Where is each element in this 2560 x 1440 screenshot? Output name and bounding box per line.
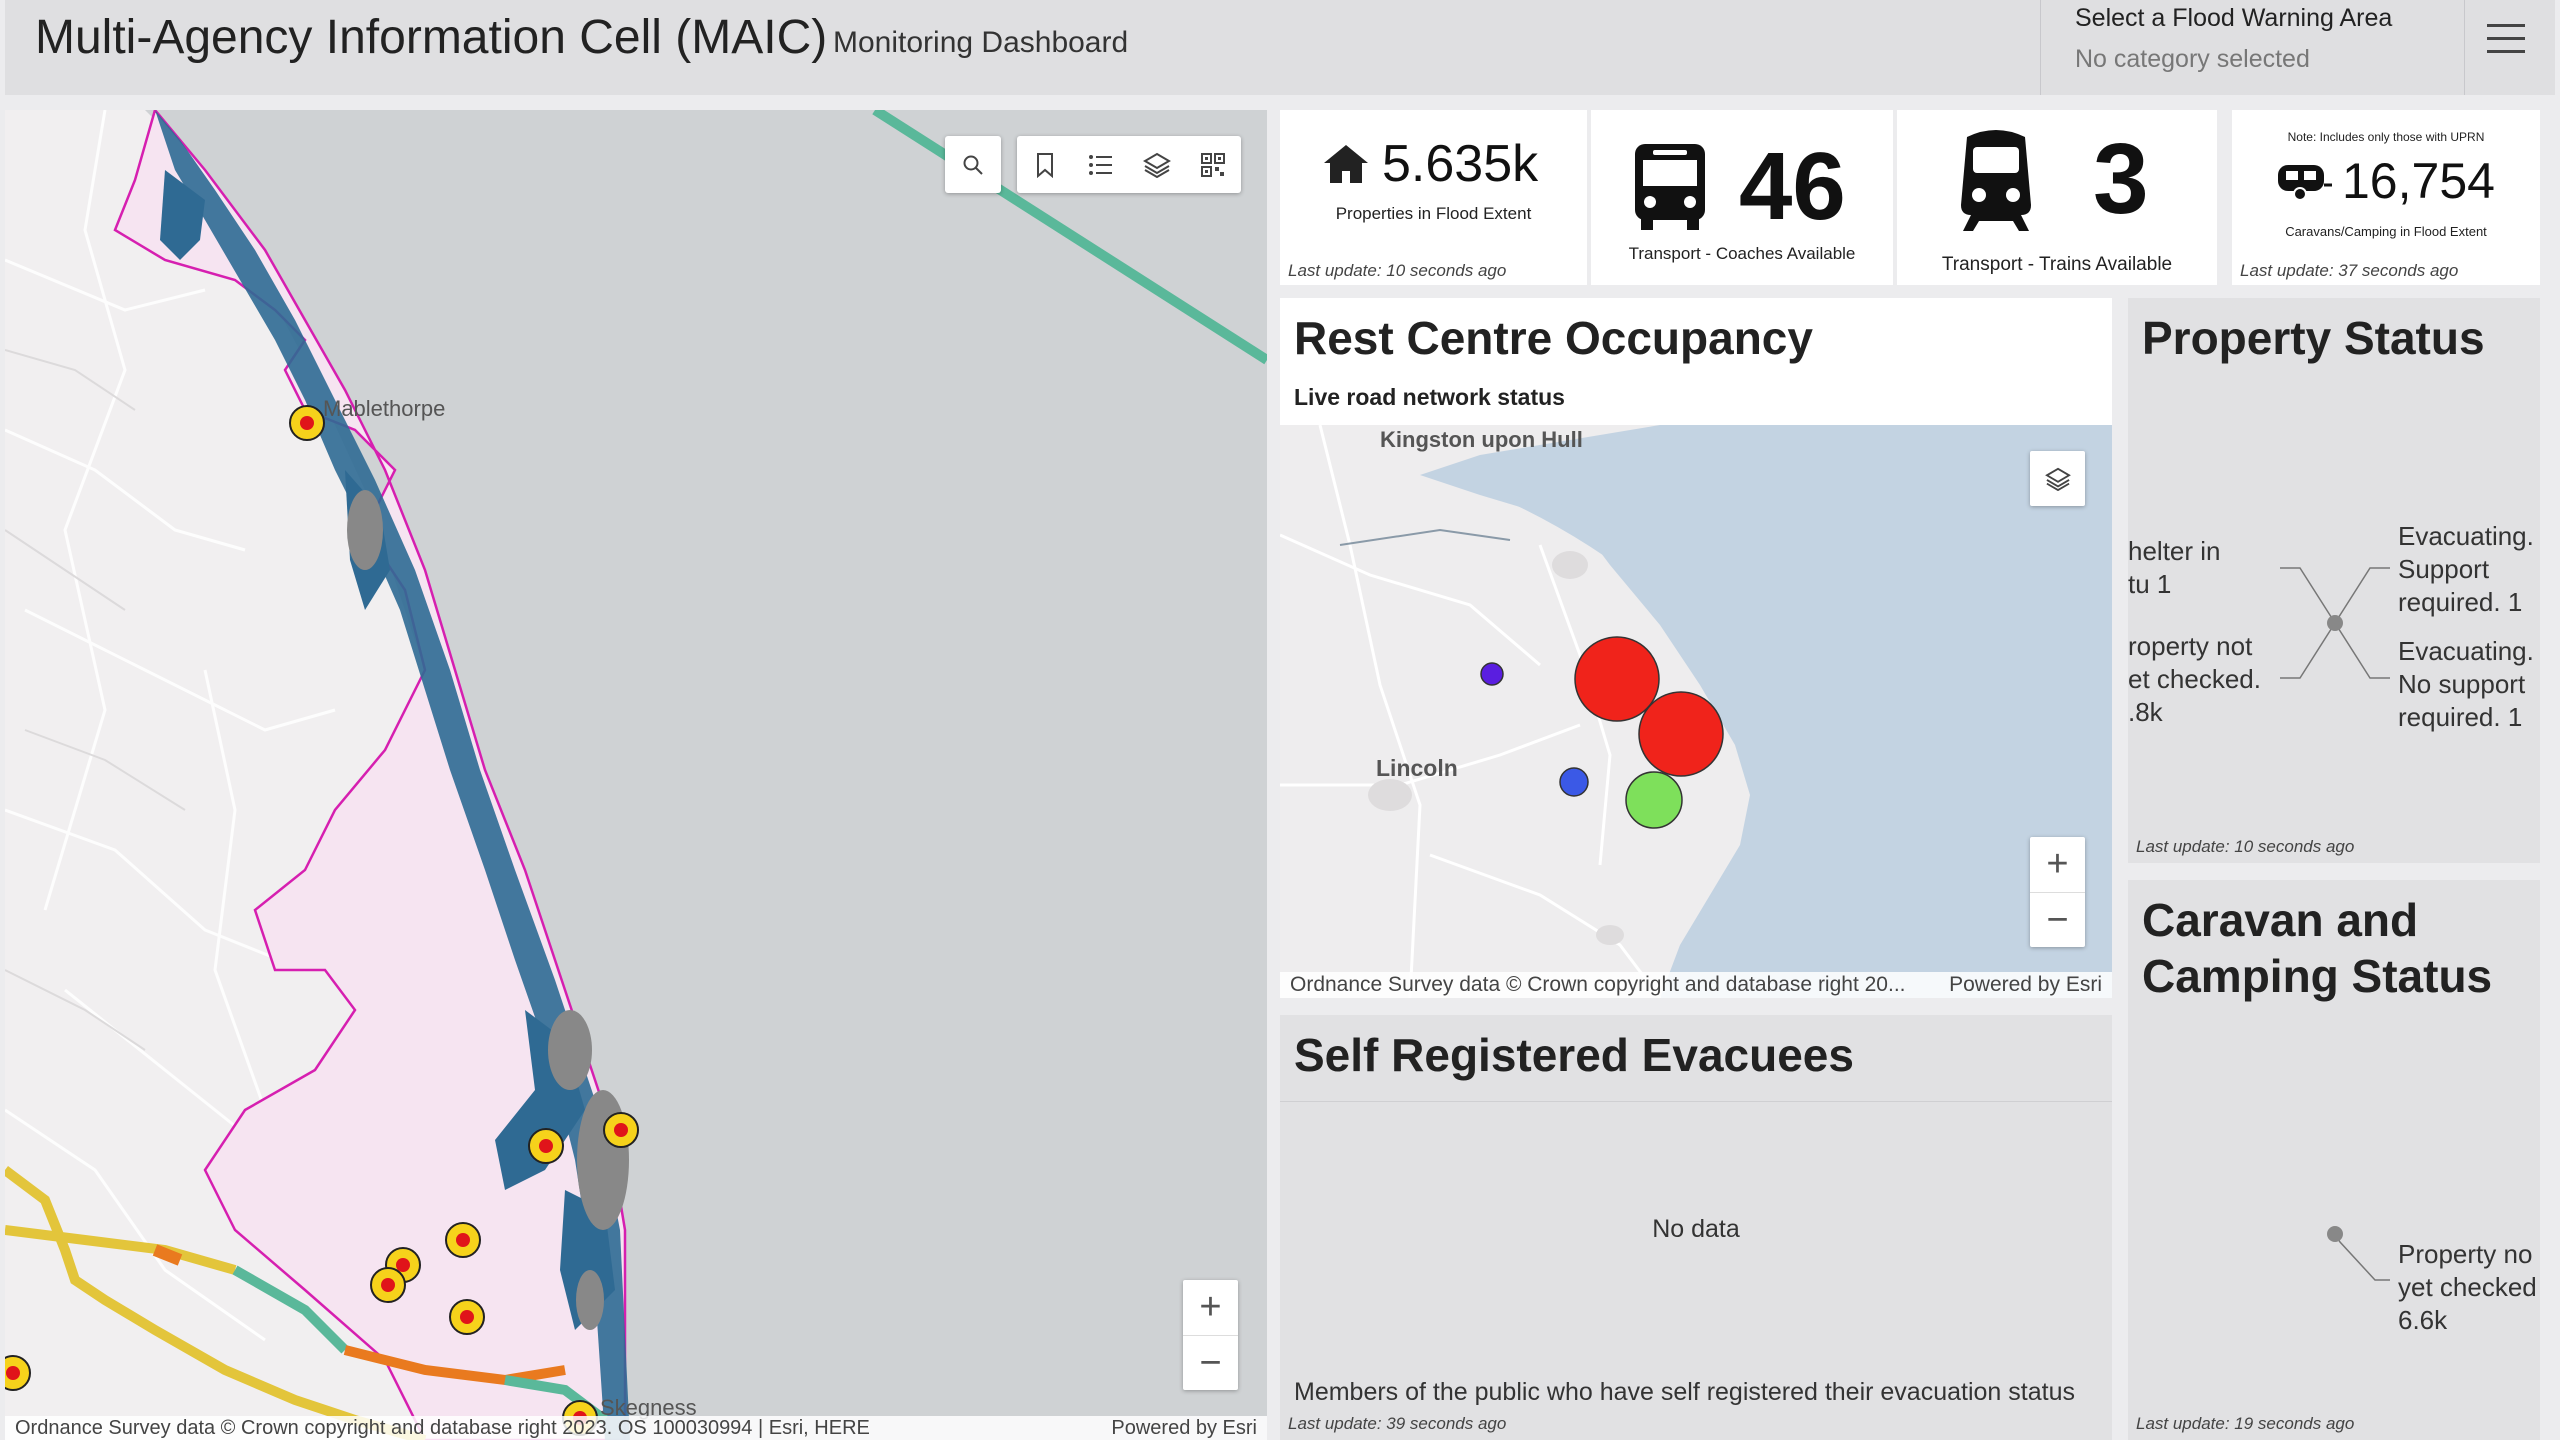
main-map-canvas	[5, 110, 1267, 1440]
map-label-skegness: Skegness	[600, 1395, 697, 1420]
flood-warning-area-selector[interactable]: Select a Flood Warning Area No category …	[2040, 0, 2465, 95]
indicator-trains: 3 Transport - Trains Available	[1897, 110, 2217, 285]
caravans-caption: Caravans/Camping in Flood Extent	[2285, 224, 2487, 239]
trains-caption: Transport - Trains Available	[1941, 254, 2173, 275]
rest-centre-markers	[1480, 636, 1724, 829]
property-status-title: Property Status	[2142, 312, 2485, 364]
caravan-icon	[2278, 165, 2332, 201]
bus-icon	[1635, 144, 1705, 230]
app-header: Multi-Agency Information Cell (MAIC) Mon…	[5, 0, 2555, 95]
caravan-status-title: Caravan and Camping Status	[2142, 894, 2493, 1003]
powered-by-esri[interactable]: Powered by Esri	[1949, 973, 2102, 996]
caravan-status-panel: Caravan and Camping Status Property no y…	[2128, 880, 2540, 1440]
layers-icon[interactable]	[1129, 136, 1185, 193]
bookmark-icon[interactable]	[1017, 136, 1073, 193]
coaches-caption: Transport - Coaches Available	[1628, 244, 1856, 263]
caravans-note: Note: Includes only those with UPRN	[2287, 130, 2485, 144]
rest-centre-marker[interactable]	[1559, 767, 1589, 797]
rest-centre-map-attribution: Ordnance Survey data © Crown copyright a…	[1280, 972, 2112, 998]
attribution-text: Ordnance Survey data © Crown copyright a…	[1290, 973, 1906, 996]
rest-centre-map-canvas	[1280, 425, 2112, 998]
main-map[interactable]: Mablethorpe Skegness + − Ordnance Survey…	[5, 110, 1267, 1440]
hamburger-menu-icon[interactable]	[2487, 24, 2525, 54]
zoom-out-button[interactable]: −	[2030, 892, 2085, 947]
rest-centre-marker[interactable]	[1574, 636, 1660, 722]
self-registered-title: Self Registered Evacuees	[1294, 1029, 1854, 1081]
layers-icon[interactable]	[2030, 451, 2085, 506]
self-registered-description: Members of the public who have self regi…	[1294, 1378, 2075, 1406]
main-map-attribution: Ordnance Survey data © Crown copyright a…	[5, 1416, 1267, 1440]
caravan-status-pie[interactable]	[2327, 1226, 2343, 1242]
pie-label-shelter-in-situ: helter in tu 1	[2128, 536, 2221, 599]
indicator-coaches: 46 Transport - Coaches Available	[1591, 110, 1893, 285]
self-registered-last-update: Last update: 39 seconds ago	[1288, 1414, 1507, 1433]
properties-value: 5.635k	[1382, 135, 1539, 193]
rest-centre-map[interactable]: Kingston upon Hull Lincoln + − Ordnance …	[1280, 425, 2112, 998]
self-registered-panel: Self Registered Evacuees No data Members…	[1280, 1015, 2112, 1440]
caravan-status-last-update: Last update: 19 seconds ago	[2136, 1414, 2355, 1433]
trains-value: 3	[2093, 123, 2149, 235]
indicator-caravans: Note: Includes only those with UPRN 16,7…	[2232, 110, 2540, 285]
rest-centre-title: Rest Centre Occupancy	[1294, 312, 1813, 364]
pie-label-caravan-not-yet-checked: Property no yet checked 6.6k	[2398, 1239, 2537, 1335]
main-map-zoom-controls: + −	[1183, 1280, 1238, 1390]
pie-label-evacuating-support-required: Evacuating. Support required. 1	[2398, 521, 2534, 617]
coaches-value: 46	[1739, 133, 1846, 240]
area-selector-value: No category selected	[2075, 45, 2310, 73]
property-status-last-update: Last update: 10 seconds ago	[2136, 837, 2355, 856]
rest-centre-zoom-controls: + −	[2030, 837, 2085, 947]
zoom-in-button[interactable]: +	[2046, 843, 2069, 885]
attribution-text: Ordnance Survey data © Crown copyright a…	[15, 1417, 870, 1439]
caravans-value: 16,754	[2342, 153, 2495, 209]
map-label-hull: Kingston upon Hull	[1380, 427, 1583, 452]
search-icon[interactable]	[945, 136, 1001, 193]
no-data-message: No data	[1652, 1215, 1740, 1243]
area-selector-label: Select a Flood Warning Area	[2075, 4, 2393, 32]
properties-caption: Properties in Flood Extent	[1335, 204, 1532, 223]
panel-divider	[1280, 1101, 2112, 1102]
rest-centre-marker[interactable]	[1625, 771, 1683, 829]
pie-label-property-not-yet-checked: roperty not et checked. .8k	[2128, 631, 2261, 727]
train-icon	[1961, 129, 2031, 231]
house-icon	[1324, 145, 1368, 183]
page-subtitle: Monitoring Dashboard	[833, 26, 1129, 59]
powered-by-esri[interactable]: Powered by Esri	[1111, 1417, 1257, 1439]
map-tools-toolbar	[1017, 136, 1241, 193]
page-title: Multi-Agency Information Cell (MAIC)	[35, 11, 828, 64]
map-label-mablethorpe: Mablethorpe	[323, 396, 446, 421]
indicator-properties: 5.635k Properties in Flood Extent Last u…	[1280, 110, 1587, 285]
map-label-lincoln: Lincoln	[1376, 755, 1458, 781]
zoom-in-button[interactable]: +	[1199, 1286, 1222, 1328]
rest-centre-subtitle: Live road network status	[1294, 384, 1565, 410]
caravan-status-pie-leaders	[2327, 1226, 2390, 1281]
property-status-panel: Property Status helter in tu 1 roperty n…	[2128, 298, 2540, 863]
qr-code-icon[interactable]	[1185, 136, 1241, 193]
zoom-out-button[interactable]: −	[1183, 1335, 1238, 1390]
properties-last-update: Last update: 10 seconds ago	[1288, 261, 1507, 280]
property-status-pie-leaders	[2280, 567, 2390, 679]
rest-centre-marker[interactable]	[1638, 691, 1724, 777]
pie-label-evacuating-no-support: Evacuating. No support required. 1	[2398, 636, 2534, 732]
rest-centre-panel: Rest Centre Occupancy Live road network …	[1280, 298, 2112, 998]
legend-list-icon[interactable]	[1073, 136, 1129, 193]
map-search-toolbar	[945, 136, 1001, 193]
rest-centre-marker[interactable]	[1480, 662, 1504, 686]
caravans-last-update: Last update: 37 seconds ago	[2240, 261, 2459, 280]
property-status-pie[interactable]	[2327, 615, 2343, 631]
